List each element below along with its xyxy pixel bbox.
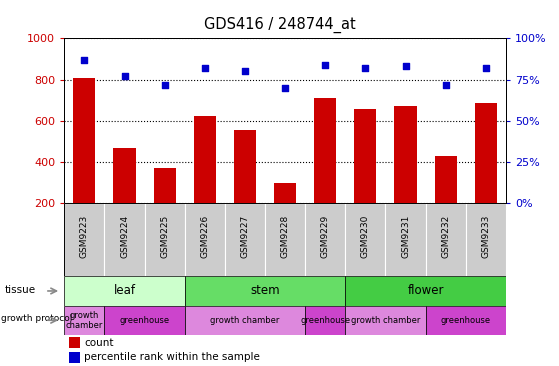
Text: GSM9225: GSM9225 [160, 214, 169, 258]
Point [80, 57, 89, 63]
Text: greenhouse: greenhouse [440, 316, 491, 325]
Bar [475, 103, 497, 203]
Point [160, 82, 169, 87]
Bar [194, 116, 216, 203]
Bar [105, 306, 184, 335]
Bar [435, 156, 457, 203]
Bar [184, 306, 305, 335]
Bar [69, 352, 80, 363]
Point [481, 65, 490, 71]
Bar [73, 78, 96, 203]
Text: GSM9223: GSM9223 [80, 214, 89, 258]
Text: count: count [84, 337, 113, 347]
Bar [64, 306, 105, 335]
Text: growth protocol: growth protocol [1, 314, 73, 323]
Text: GSM9227: GSM9227 [240, 214, 249, 258]
Text: flower: flower [408, 284, 444, 298]
Text: growth chamber: growth chamber [350, 316, 420, 325]
Bar [345, 203, 386, 276]
Text: growth
chamber: growth chamber [65, 310, 103, 330]
Text: stem: stem [250, 284, 280, 298]
Text: GSM9230: GSM9230 [361, 214, 370, 258]
Bar [64, 276, 184, 306]
Bar [184, 276, 345, 306]
Text: GSM9231: GSM9231 [401, 214, 410, 258]
Bar [345, 276, 506, 306]
Bar [225, 203, 265, 276]
Bar [113, 147, 135, 203]
Bar [425, 203, 466, 276]
Text: GSM9226: GSM9226 [200, 214, 209, 258]
Bar [425, 306, 506, 335]
Point [200, 65, 209, 71]
Point [120, 73, 129, 79]
Text: GSM9229: GSM9229 [321, 214, 330, 258]
Text: leaf: leaf [113, 284, 135, 298]
Bar [69, 337, 80, 348]
Bar [314, 98, 337, 203]
Point [361, 65, 370, 71]
Text: greenhouse: greenhouse [120, 316, 169, 325]
Point [281, 85, 290, 91]
Bar [305, 203, 345, 276]
Bar [345, 306, 425, 335]
Bar [265, 203, 305, 276]
Point [240, 68, 249, 74]
Text: GSM9228: GSM9228 [281, 214, 290, 258]
Text: growth chamber: growth chamber [210, 316, 280, 325]
Bar [354, 109, 376, 203]
Bar [145, 203, 184, 276]
Bar [466, 203, 506, 276]
Bar [184, 203, 225, 276]
Bar [105, 203, 145, 276]
Text: GSM9224: GSM9224 [120, 214, 129, 258]
Bar [64, 203, 105, 276]
Bar [386, 203, 425, 276]
Text: GSM9233: GSM9233 [481, 214, 490, 258]
Bar [395, 107, 416, 203]
Bar [234, 130, 256, 203]
Text: greenhouse: greenhouse [300, 316, 350, 325]
Point [401, 63, 410, 69]
Text: GDS416 / 248744_at: GDS416 / 248744_at [203, 16, 356, 33]
Bar [305, 306, 345, 335]
Point [321, 62, 330, 68]
Bar [274, 183, 296, 203]
Text: percentile rank within the sample: percentile rank within the sample [84, 352, 260, 362]
Text: GSM9232: GSM9232 [441, 214, 450, 258]
Text: tissue: tissue [5, 284, 36, 295]
Bar [154, 168, 176, 203]
Point [441, 82, 450, 87]
